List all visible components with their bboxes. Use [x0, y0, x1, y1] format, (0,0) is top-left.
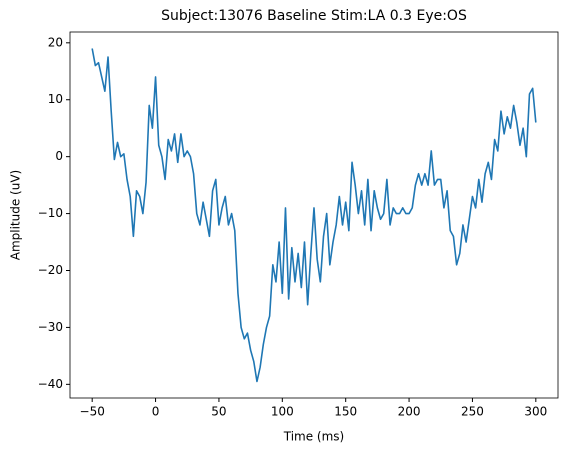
y-axis-label: Amplitude (uV): [9, 170, 23, 261]
plot-frame: [69, 31, 559, 399]
x-tick-label: 150: [334, 405, 357, 419]
chart-title: Subject:13076 Baseline Stim:LA 0.3 Eye:O…: [161, 8, 467, 24]
y-tick-label: −10: [38, 206, 63, 220]
x-axis-label: Time (ms): [283, 430, 345, 444]
y-tick-label: −30: [38, 320, 63, 334]
y-tick-label: −20: [38, 263, 63, 277]
data-line: [91, 48, 537, 383]
x-tick-label: 50: [211, 405, 226, 419]
x-tick-label: 200: [398, 405, 421, 419]
x-tick-label: 0: [152, 405, 160, 419]
y-tick-label: −40: [38, 377, 63, 391]
x-tick-label: −50: [80, 405, 105, 419]
y-tick-label: 10: [48, 92, 63, 106]
y-tick-label: 0: [55, 149, 63, 163]
x-tick-label: 100: [271, 405, 294, 419]
y-tick-label: 20: [48, 35, 63, 49]
x-tick-label: 250: [461, 405, 484, 419]
x-tick-label: 300: [524, 405, 547, 419]
